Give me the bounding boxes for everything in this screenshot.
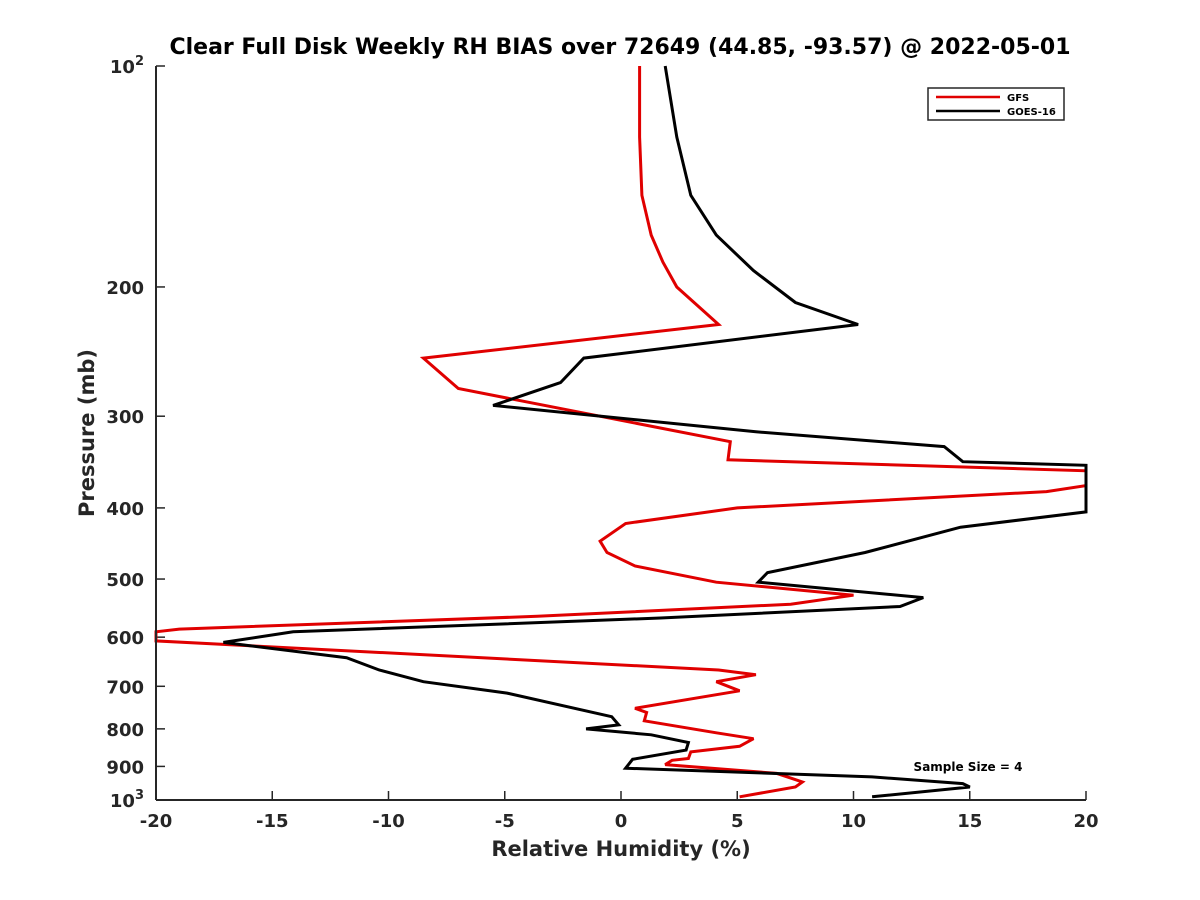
y-tick-label: 103: [110, 788, 144, 812]
y-tick-label: 500: [106, 570, 144, 591]
series-line-gfs: [154, 66, 1088, 799]
legend-label-goes16: GOES-16: [1007, 107, 1056, 118]
x-tick-label: -10: [372, 811, 405, 832]
x-tick-label: 0: [615, 811, 628, 832]
y-tick-label: 400: [106, 499, 144, 520]
y-tick-label: 800: [106, 720, 144, 741]
legend: GFS GOES-16: [927, 87, 1065, 121]
y-axis-label: Pressure (mb): [75, 349, 99, 517]
y-tick-label: 200: [106, 278, 144, 299]
x-axis-label: Relative Humidity (%): [491, 837, 750, 861]
x-tick-label: 5: [731, 811, 744, 832]
y-tick-label: 700: [106, 677, 144, 698]
x-tick-label: -20: [140, 811, 173, 832]
sample-size-annotation: Sample Size = 4: [914, 760, 1023, 774]
series-layer: [154, 65, 1088, 799]
x-tick-label: -5: [495, 811, 515, 832]
chart-title: Clear Full Disk Weekly RH BIAS over 7264…: [169, 35, 1070, 60]
legend-label-gfs: GFS: [1007, 93, 1029, 104]
y-tick-label: 900: [106, 757, 144, 778]
y-tick-label: 102: [110, 54, 144, 78]
x-axis-ticks: -20 -15 -10 -5 0 5 10 15 20: [140, 791, 1099, 832]
series-line-goes16: [223, 65, 1088, 799]
x-tick-label: 10: [841, 811, 866, 832]
x-tick-label: 20: [1073, 811, 1098, 832]
x-tick-label: -15: [256, 811, 289, 832]
legend-box: [927, 87, 1065, 121]
x-tick-label: 15: [957, 811, 982, 832]
y-tick-label: 300: [106, 407, 144, 428]
y-tick-label: 600: [106, 628, 144, 649]
y-axis-ticks: 102 200 300 400 500 600 700 800 900 103: [106, 54, 165, 812]
